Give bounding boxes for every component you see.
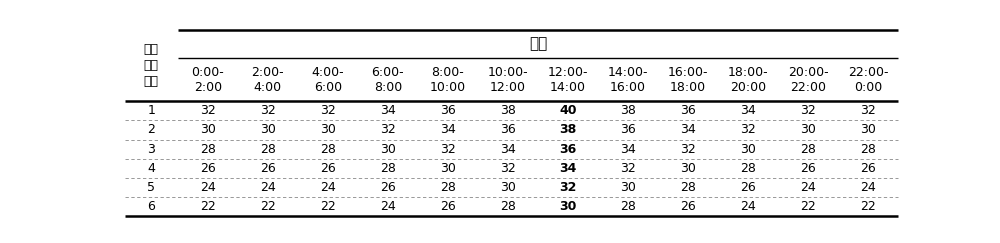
Text: 34: 34	[500, 143, 516, 156]
Text: 40: 40	[559, 104, 577, 117]
Text: 2: 2	[147, 123, 155, 137]
Text: 30: 30	[860, 123, 876, 137]
Text: 10:00-
12:00: 10:00- 12:00	[488, 66, 528, 94]
Text: 24: 24	[200, 181, 216, 194]
Text: 22: 22	[200, 200, 216, 213]
Text: 28: 28	[620, 200, 636, 213]
Text: 22: 22	[861, 200, 876, 213]
Text: 28: 28	[800, 143, 816, 156]
Text: 24: 24	[260, 181, 276, 194]
Text: 32: 32	[200, 104, 216, 117]
Text: 30: 30	[500, 181, 516, 194]
Text: 32: 32	[861, 104, 876, 117]
Text: 32: 32	[620, 162, 636, 175]
Text: 时段: 时段	[529, 36, 547, 51]
Text: 34: 34	[440, 123, 456, 137]
Text: 22: 22	[320, 200, 336, 213]
Text: 24: 24	[320, 181, 336, 194]
Text: 30: 30	[680, 162, 696, 175]
Text: 30: 30	[800, 123, 816, 137]
Text: 32: 32	[740, 123, 756, 137]
Text: 24: 24	[800, 181, 816, 194]
Text: 22: 22	[800, 200, 816, 213]
Text: 26: 26	[260, 162, 276, 175]
Text: 26: 26	[320, 162, 336, 175]
Text: 30: 30	[260, 123, 276, 137]
Text: 4:00-
6:00: 4:00- 6:00	[312, 66, 344, 94]
Text: 34: 34	[380, 104, 396, 117]
Text: 8:00-
10:00: 8:00- 10:00	[430, 66, 466, 94]
Text: 12:00-
14:00: 12:00- 14:00	[548, 66, 588, 94]
Text: 32: 32	[500, 162, 516, 175]
Text: 30: 30	[440, 162, 456, 175]
Text: 4: 4	[147, 162, 155, 175]
Text: 34: 34	[559, 162, 577, 175]
Text: 26: 26	[440, 200, 456, 213]
Text: 28: 28	[320, 143, 336, 156]
Text: 36: 36	[440, 104, 456, 117]
Text: 16:00-
18:00: 16:00- 18:00	[668, 66, 708, 94]
Text: 30: 30	[620, 181, 636, 194]
Text: 30: 30	[380, 143, 396, 156]
Text: 28: 28	[440, 181, 456, 194]
Text: 26: 26	[200, 162, 216, 175]
Text: 38: 38	[559, 123, 577, 137]
Text: 14:00-
16:00: 14:00- 16:00	[608, 66, 648, 94]
Text: 36: 36	[620, 123, 636, 137]
Text: 2:00-
4:00: 2:00- 4:00	[251, 66, 284, 94]
Text: 6: 6	[147, 200, 155, 213]
Text: 32: 32	[380, 123, 396, 137]
Text: 28: 28	[860, 143, 876, 156]
Text: 34: 34	[680, 123, 696, 137]
Text: 6:00-
8:00: 6:00- 8:00	[372, 66, 404, 94]
Text: 32: 32	[320, 104, 336, 117]
Text: 28: 28	[200, 143, 216, 156]
Text: 32: 32	[680, 143, 696, 156]
Text: 5: 5	[147, 181, 155, 194]
Text: 28: 28	[740, 162, 756, 175]
Text: 24: 24	[861, 181, 876, 194]
Text: 30: 30	[559, 200, 577, 213]
Text: 32: 32	[440, 143, 456, 156]
Text: 36: 36	[559, 143, 577, 156]
Text: 32: 32	[800, 104, 816, 117]
Text: 32: 32	[559, 181, 577, 194]
Text: 26: 26	[740, 181, 756, 194]
Text: 26: 26	[800, 162, 816, 175]
Text: 22: 22	[260, 200, 276, 213]
Text: 20:00-
22:00: 20:00- 22:00	[788, 66, 829, 94]
Text: 38: 38	[500, 104, 516, 117]
Text: 28: 28	[380, 162, 396, 175]
Text: 28: 28	[500, 200, 516, 213]
Text: 24: 24	[740, 200, 756, 213]
Text: 32: 32	[260, 104, 276, 117]
Text: 34: 34	[740, 104, 756, 117]
Text: 温度
降低
过程: 温度 降低 过程	[144, 43, 159, 88]
Text: 34: 34	[620, 143, 636, 156]
Text: 30: 30	[320, 123, 336, 137]
Text: 38: 38	[620, 104, 636, 117]
Text: 18:00-
20:00: 18:00- 20:00	[728, 66, 769, 94]
Text: 28: 28	[260, 143, 276, 156]
Text: 30: 30	[200, 123, 216, 137]
Text: 26: 26	[861, 162, 876, 175]
Text: 26: 26	[680, 200, 696, 213]
Text: 30: 30	[740, 143, 756, 156]
Text: 26: 26	[380, 181, 396, 194]
Text: 24: 24	[380, 200, 396, 213]
Text: 36: 36	[680, 104, 696, 117]
Text: 36: 36	[500, 123, 516, 137]
Text: 1: 1	[147, 104, 155, 117]
Text: 28: 28	[680, 181, 696, 194]
Text: 3: 3	[147, 143, 155, 156]
Text: 22:00-
0:00: 22:00- 0:00	[848, 66, 889, 94]
Text: 0:00-
2:00: 0:00- 2:00	[191, 66, 224, 94]
